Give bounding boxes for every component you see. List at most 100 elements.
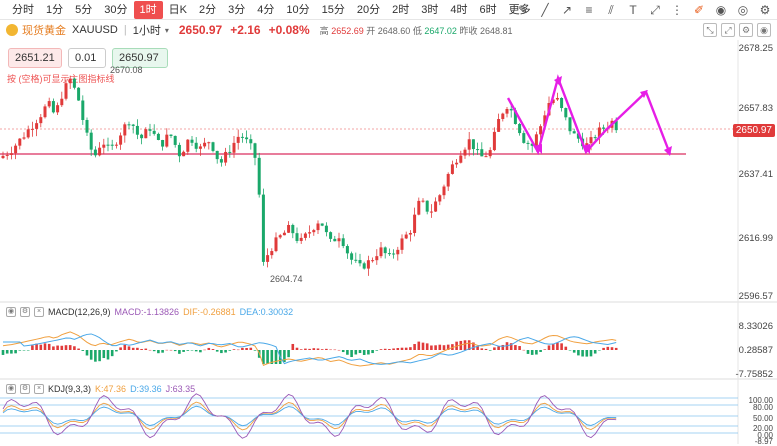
macd-bar (98, 350, 101, 362)
timeframe-13[interactable]: 3时 (421, 3, 439, 16)
candle (539, 126, 543, 135)
timeframe-11[interactable]: 20分 (356, 3, 381, 16)
candle (316, 223, 320, 231)
collapse-icon[interactable]: ⤡ (703, 23, 717, 37)
candle (144, 129, 148, 139)
macd-bar (136, 347, 139, 350)
macd-axis-tick: 8.33026 (738, 321, 773, 332)
macd-bar (589, 350, 593, 357)
measure-icon[interactable]: ⤢ (650, 2, 660, 17)
macd-bar (266, 350, 269, 364)
settings-icon[interactable]: ⚙ (739, 23, 753, 37)
eye-icon[interactable]: ◉ (6, 307, 16, 317)
candle (341, 238, 345, 247)
ray-icon[interactable]: ↗ (561, 3, 573, 17)
low-marker-label: 2604.74 (270, 274, 303, 284)
candle (140, 134, 144, 139)
open-label: 开 (366, 25, 376, 36)
buy-price-box[interactable]: 2650.97 (112, 48, 168, 68)
settings-icon[interactable]: ⚙ (759, 3, 771, 17)
candle (488, 150, 492, 157)
timeframe-3[interactable]: 30分 (104, 3, 128, 16)
timeframe-4[interactable]: 1时 (133, 0, 163, 19)
gear-icon[interactable]: ⚙ (20, 384, 30, 394)
timeframe-9[interactable]: 10分 (286, 3, 310, 16)
macd-bar (581, 350, 584, 357)
candle (379, 247, 383, 257)
macd-bar (169, 349, 173, 351)
macd-bar (68, 345, 72, 350)
horizontal-line-icon[interactable]: ≡ (585, 3, 593, 17)
dea-line (3, 333, 617, 365)
timeframe-10[interactable]: 15分 (321, 3, 345, 16)
gear-icon[interactable]: ⚙ (20, 307, 30, 317)
quantity-input[interactable]: 0.01 (68, 48, 106, 68)
macd-bar (161, 350, 164, 353)
trend-line-icon[interactable]: ╱ (541, 3, 549, 17)
macd-bar (123, 344, 127, 350)
macd-bar (190, 350, 194, 351)
macd-bar (358, 350, 362, 354)
candle (203, 142, 207, 147)
candle (467, 139, 471, 150)
target-icon[interactable]: ◎ (737, 3, 749, 17)
macd-bar (325, 348, 328, 350)
text-icon[interactable]: T (629, 3, 637, 17)
fullscreen-icon[interactable]: ⤢ (721, 23, 735, 37)
macd-bar (425, 343, 429, 350)
macd-bar (77, 348, 80, 350)
high-marker-label: 2670.08 (110, 65, 143, 75)
timeframe-2[interactable]: 5分 (75, 3, 93, 16)
timeframe-6[interactable]: 2分 (198, 3, 217, 16)
macd-bar (438, 344, 442, 350)
timeframe-8[interactable]: 4分 (257, 3, 275, 16)
fibonacci-icon[interactable]: ⋮ (671, 3, 683, 17)
d-number: 39.36 (139, 384, 162, 394)
color-edit-icon[interactable]: ✐ (693, 3, 705, 17)
last-price: 2650.97 (178, 23, 223, 37)
close-icon[interactable]: × (34, 384, 44, 394)
timeframe-toolbar: 分时 1分 5分 30分 1时 日K 2分 3分 4分 10分 15分 20分 2时 3时 4时 6时 更多 ✎… (0, 0, 777, 20)
close-icon[interactable]: × (34, 307, 44, 317)
macd-bar (467, 340, 471, 350)
drawing-tools: ✎ ╱ ↗ ≡ ⫽ T ⤢ ⋮ ✐ ◉ ◎ ⚙ (515, 2, 773, 18)
candle (156, 133, 160, 140)
candle (417, 200, 421, 215)
sell-price-box[interactable]: 2651.21 (8, 48, 62, 68)
kdj-title: ◉ ⚙ × KDJ(9,3,3) K:47.36 D:39.36 J:63.35 (6, 384, 195, 394)
current-price-tag: 2650.97 (732, 124, 775, 137)
candle (320, 223, 324, 226)
candle (102, 144, 106, 148)
timeframe-16[interactable]: 更多 (508, 3, 531, 16)
eye-icon[interactable]: ◉ (6, 384, 16, 394)
timeframe-select[interactable]: 1小时 (132, 25, 161, 37)
timeframe-5[interactable]: 日K (168, 3, 187, 16)
pencil-icon[interactable]: ✎ (517, 3, 529, 17)
candle (295, 233, 299, 241)
macd-bar (245, 347, 248, 350)
info-icon[interactable]: ◉ (757, 23, 771, 37)
candle (576, 133, 580, 139)
camera-icon[interactable]: ◉ (715, 3, 727, 17)
channel-icon[interactable]: ⫽ (608, 2, 614, 17)
timeframe-12[interactable]: 2时 (392, 3, 410, 16)
prev-close-label: 昨收 (459, 25, 478, 36)
macd-bar (115, 350, 118, 352)
candle (438, 195, 442, 202)
timeframe-14[interactable]: 4时 (450, 3, 468, 16)
macd-bar (224, 350, 227, 353)
candle (257, 157, 261, 195)
timeframe-list: 分时 1分 5分 30分 1时 日K 2分 3分 4分 10分 15分 20分 2时 3时 4时 6时 更多 (6, 0, 537, 19)
macd-bar (526, 350, 530, 354)
timeframe-15[interactable]: 6时 (479, 3, 497, 16)
chevron-down-icon[interactable]: ▾ (164, 25, 169, 35)
macd-bar (337, 349, 341, 351)
candle (211, 142, 215, 151)
timeframe-7[interactable]: 3分 (228, 3, 246, 16)
timeframe-1[interactable]: 1分 (46, 3, 64, 16)
d-label: D: (130, 384, 140, 394)
macd-bar (18, 350, 22, 351)
macd-bar (564, 346, 568, 350)
timeframe-0[interactable]: 分时 (12, 3, 34, 16)
